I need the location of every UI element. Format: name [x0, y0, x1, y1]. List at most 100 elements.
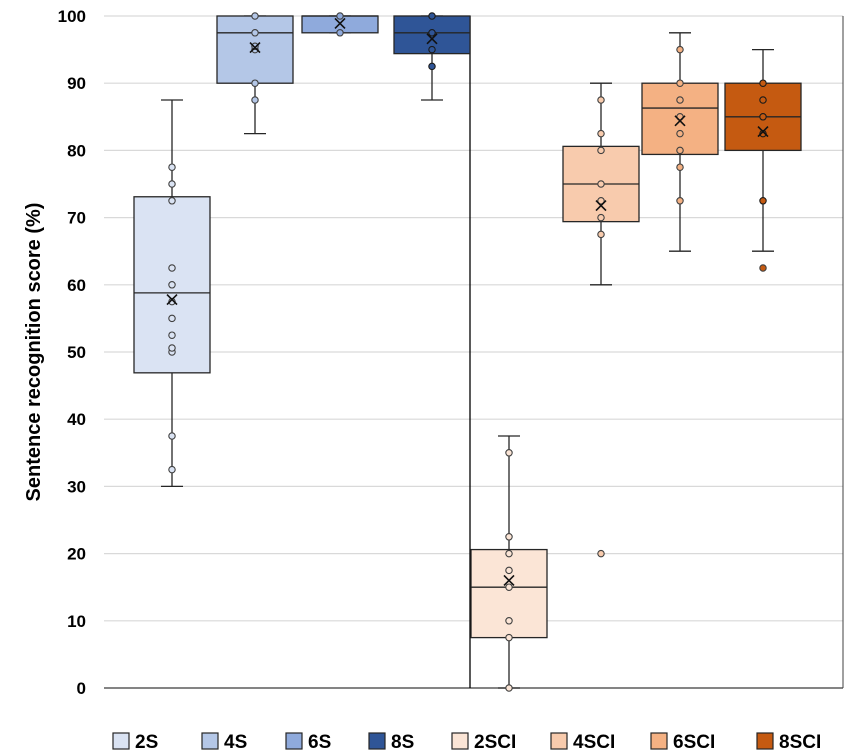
box-group-6S — [301, 12, 379, 37]
data-point — [168, 432, 176, 440]
y-tick-label: 100 — [58, 7, 86, 26]
data-point — [505, 684, 513, 692]
box-group-4S — [216, 12, 294, 135]
legend-swatch — [550, 732, 568, 750]
legend-swatch — [112, 732, 130, 750]
legend-label: 6SCI — [673, 732, 715, 753]
legend-label: 8SCI — [779, 732, 821, 753]
legend-label: 2SCI — [474, 732, 516, 753]
legend-item-2S: 2S — [112, 732, 158, 753]
y-tick-label: 10 — [67, 612, 86, 631]
mean-marker — [166, 294, 178, 306]
mean-marker — [595, 199, 607, 212]
data-point — [428, 62, 436, 71]
outlier-point — [597, 549, 605, 558]
data-point — [428, 29, 436, 37]
box-group-6SCI — [641, 32, 719, 252]
legend-label: 4S — [224, 732, 247, 753]
plot-area — [133, 12, 802, 692]
legend-item-8S: 8S — [368, 732, 414, 753]
data-point — [676, 79, 684, 87]
data-point — [597, 96, 605, 104]
y-tick-label: 40 — [67, 410, 86, 429]
y-tick-label: 30 — [67, 477, 86, 496]
box-group-4SCI — [562, 82, 640, 558]
legend-label: 4SCI — [573, 732, 615, 753]
data-point — [428, 45, 436, 54]
data-point — [168, 314, 176, 323]
mean-marker — [249, 42, 261, 54]
outlier-point — [759, 264, 767, 272]
legend-label: 2S — [135, 732, 158, 753]
data-point — [759, 79, 767, 87]
data-point — [676, 45, 684, 54]
data-point — [676, 163, 684, 171]
data-point — [168, 297, 176, 306]
box-group-2SCI — [470, 435, 548, 692]
data-point — [505, 633, 513, 642]
legend-swatch — [285, 732, 303, 750]
box-group-2S — [133, 99, 211, 488]
mean-marker — [334, 17, 346, 29]
data-point — [676, 146, 684, 155]
mean-marker — [757, 126, 769, 138]
box-group-8SCI — [724, 48, 802, 272]
legend-item-4SCI: 4SCI — [550, 732, 615, 753]
y-axis-ticks: 0 10 20 30 40 50 60 70 80 90 100 — [58, 7, 86, 698]
data-point — [676, 197, 684, 205]
data-point — [428, 12, 436, 20]
data-point — [759, 129, 767, 138]
data-point — [505, 449, 513, 457]
data-point — [251, 96, 259, 104]
mean-marker — [674, 115, 686, 127]
data-point — [168, 180, 176, 188]
legend-swatch — [201, 732, 219, 750]
data-point — [597, 180, 605, 188]
legend-swatch — [368, 732, 386, 750]
legend-item-6SCI: 6SCI — [650, 732, 715, 753]
data-point — [251, 12, 259, 20]
data-point — [597, 230, 605, 239]
legend: 2S 4S 6S 8S 2SCI 4SCI 6SCI 8SCI — [112, 732, 821, 753]
legend-item-6S: 6S — [285, 732, 331, 753]
mean-marker — [426, 33, 438, 45]
data-point — [251, 79, 259, 87]
data-point — [676, 96, 684, 104]
y-tick-label: 80 — [67, 141, 86, 160]
y-tick-label: 0 — [77, 679, 86, 698]
legend-label: 8S — [391, 732, 414, 753]
data-point — [168, 197, 176, 205]
data-point — [336, 29, 344, 37]
data-point — [505, 566, 513, 575]
data-point — [168, 344, 176, 352]
legend-item-8SCI: 8SCI — [756, 732, 821, 753]
legend-item-4S: 4S — [201, 732, 247, 753]
data-point — [597, 213, 605, 222]
data-point — [168, 465, 176, 474]
y-axis-title: Sentence recognition score (%) — [23, 203, 45, 502]
data-point — [251, 42, 259, 50]
data-point — [505, 583, 513, 591]
data-point — [168, 264, 176, 272]
y-tick-label: 20 — [67, 545, 86, 564]
y-tick-label: 50 — [67, 343, 86, 362]
data-point — [168, 281, 176, 289]
data-point — [251, 29, 259, 37]
y-tick-label: 60 — [67, 276, 86, 295]
data-point — [505, 549, 513, 558]
y-tick-label: 70 — [67, 209, 86, 228]
data-point — [597, 146, 605, 155]
legend-swatch — [451, 732, 469, 750]
legend-swatch — [756, 732, 774, 750]
data-point — [505, 617, 513, 625]
data-point — [676, 129, 684, 138]
data-point — [597, 197, 605, 205]
box-group-8S — [393, 12, 471, 101]
y-tick-label: 90 — [67, 74, 86, 93]
data-point — [759, 197, 767, 205]
data-point — [597, 129, 605, 138]
data-point — [505, 533, 513, 541]
data-point — [336, 12, 344, 20]
legend-swatch — [650, 732, 668, 750]
